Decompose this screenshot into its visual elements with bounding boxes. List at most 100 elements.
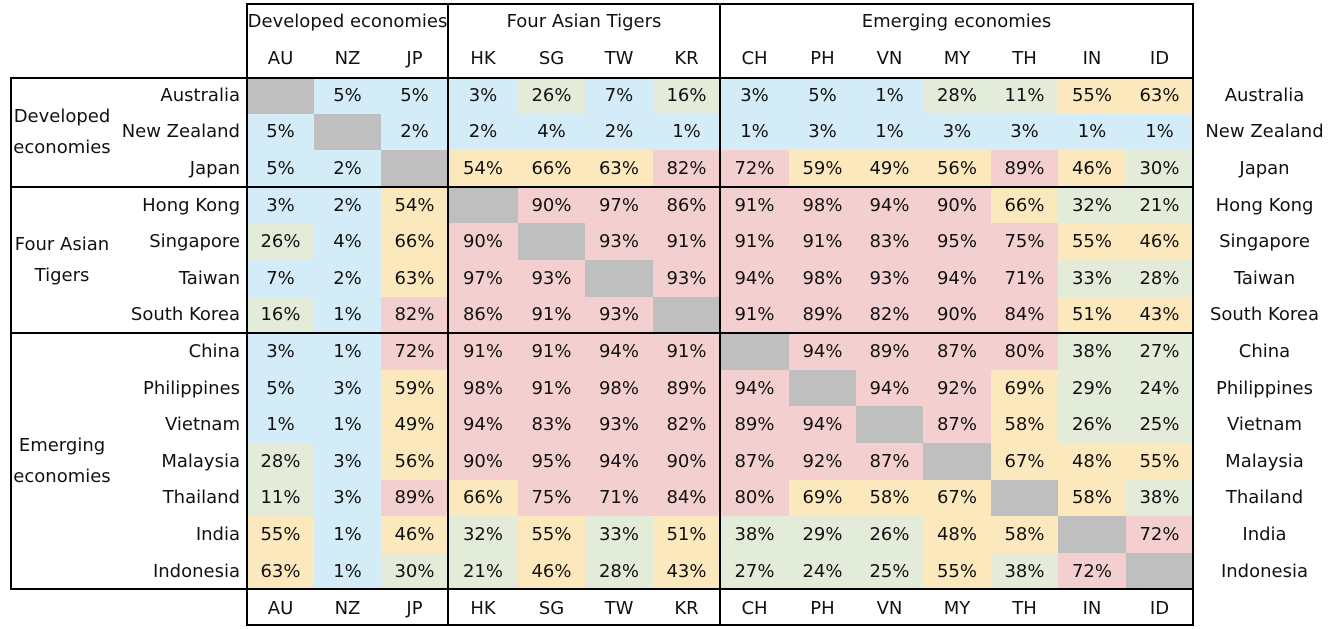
group-separator-horizontal	[10, 185, 1193, 188]
group-separator-vertical	[447, 3, 449, 626]
heatmap-cell: 90%	[923, 186, 991, 224]
heatmap-cell: 38%	[1058, 333, 1126, 370]
heatmap-cell: 94%	[923, 260, 991, 297]
diagonal-cell	[585, 260, 653, 297]
heatmap-cell: 93%	[856, 260, 923, 297]
heatmap-cell: 2%	[314, 186, 381, 224]
diagonal-cell	[518, 223, 585, 260]
frame-right	[1192, 3, 1194, 626]
heatmap-cell: 66%	[448, 479, 518, 517]
heatmap-cell: 97%	[585, 186, 653, 224]
heatmap-cell: 55%	[1058, 77, 1126, 114]
heatmap-cell: 2%	[448, 113, 518, 151]
heatmap-cell: 87%	[923, 406, 991, 443]
column-label-top: NZ	[334, 47, 361, 69]
row-label-left: Singapore	[149, 231, 240, 253]
heatmap-cell: 1%	[1058, 113, 1126, 151]
heatmap-cell: 38%	[1126, 479, 1193, 517]
row-label-left: Thailand	[162, 487, 240, 509]
heatmap-cell: 1%	[1126, 113, 1193, 151]
heatmap-cell: 1%	[247, 406, 314, 443]
column-label-bottom: HK	[470, 597, 496, 619]
row-label-right: Thailand	[1225, 487, 1304, 509]
heatmap-cell: 90%	[653, 443, 720, 480]
heatmap-cell: 54%	[381, 186, 448, 224]
heatmap-cell: 82%	[381, 296, 448, 334]
heatmap-cell: 29%	[1058, 369, 1126, 407]
heatmap-cell: 89%	[381, 479, 448, 517]
heatmap-cell: 94%	[856, 186, 923, 224]
heatmap-cell: 30%	[381, 552, 448, 590]
diagonal-cell	[448, 186, 518, 224]
heatmap-cell: 91%	[653, 223, 720, 260]
heatmap-cell: 3%	[923, 113, 991, 151]
heatmap-cell: 84%	[991, 296, 1058, 334]
heatmap-cell: 25%	[1126, 406, 1193, 443]
heatmap-cell: 89%	[789, 296, 856, 334]
row-label-left: China	[188, 340, 240, 362]
heatmap-cell: 21%	[1126, 186, 1193, 224]
column-label-bottom: TH	[1012, 597, 1037, 619]
column-group-label: Four Asian Tigers	[506, 10, 662, 32]
diagonal-cell	[1126, 552, 1193, 590]
heatmap-cell: 25%	[856, 552, 923, 590]
heatmap-cell: 63%	[1126, 77, 1193, 114]
heatmap-cell: 3%	[991, 113, 1058, 151]
row-label-right: India	[1242, 523, 1287, 545]
heatmap-cell: 2%	[314, 260, 381, 297]
heatmap-cell: 27%	[720, 552, 789, 590]
column-label-bottom: PH	[810, 597, 835, 619]
group-separator-vertical	[246, 3, 248, 626]
column-label-top: CH	[741, 47, 768, 69]
heatmap-cell: 71%	[585, 479, 653, 517]
heatmap-cell: 89%	[653, 369, 720, 407]
heatmap-cell: 1%	[314, 552, 381, 590]
heatmap-cell: 86%	[448, 296, 518, 334]
heatmap-cell: 38%	[991, 552, 1058, 590]
frame-bottom	[10, 588, 1193, 591]
heatmap-cell: 91%	[518, 333, 585, 370]
heatmap-cell: 56%	[381, 443, 448, 480]
heatmap-cell: 63%	[585, 150, 653, 187]
heatmap-cell: 93%	[518, 260, 585, 297]
row-group-label: Developed economies	[13, 105, 111, 158]
diagonal-cell	[381, 150, 448, 187]
diagonal-cell	[1058, 516, 1126, 553]
heatmap-cell: 75%	[518, 479, 585, 517]
diagonal-cell	[856, 406, 923, 443]
column-label-top: MY	[943, 47, 971, 69]
heatmap-cell: 3%	[720, 77, 789, 114]
row-label-right: Japan	[1239, 157, 1290, 179]
row-label-right: Hong Kong	[1215, 194, 1314, 216]
heatmap-cell: 7%	[247, 260, 314, 297]
column-label-bottom: NZ	[334, 597, 361, 619]
heatmap-cell: 84%	[653, 479, 720, 517]
heatmap-cell: 30%	[1126, 150, 1193, 187]
heatmap-cell: 28%	[585, 552, 653, 590]
row-label-right: Indonesia	[1220, 560, 1309, 582]
heatmap-cell: 72%	[1126, 516, 1193, 553]
heatmap-cell: 87%	[856, 443, 923, 480]
heatmap-cell: 2%	[314, 150, 381, 187]
row-label-left: Vietnam	[164, 414, 240, 436]
heatmap-cell: 82%	[653, 150, 720, 187]
heatmap-cell: 32%	[448, 516, 518, 553]
heatmap-cell: 94%	[585, 333, 653, 370]
heatmap-cell: 1%	[720, 113, 789, 151]
column-label-bottom: SG	[538, 597, 565, 619]
heatmap-cell: 49%	[381, 406, 448, 443]
heatmap-cell: 97%	[448, 260, 518, 297]
heatmap-cell: 94%	[789, 406, 856, 443]
heatmap-cell: 98%	[585, 369, 653, 407]
heatmap-cell: 66%	[381, 223, 448, 260]
heatmap-cell: 89%	[991, 150, 1058, 187]
heatmap-cell: 1%	[314, 516, 381, 553]
column-group-label: Emerging economies	[861, 10, 1052, 32]
heatmap-cell: 59%	[789, 150, 856, 187]
diagonal-cell	[923, 443, 991, 480]
heatmap-cell: 82%	[856, 296, 923, 334]
heatmap-cell: 83%	[856, 223, 923, 260]
heatmap-cell: 71%	[991, 260, 1058, 297]
heatmap-cell: 63%	[247, 552, 314, 590]
row-label-left: Indonesia	[152, 560, 240, 582]
